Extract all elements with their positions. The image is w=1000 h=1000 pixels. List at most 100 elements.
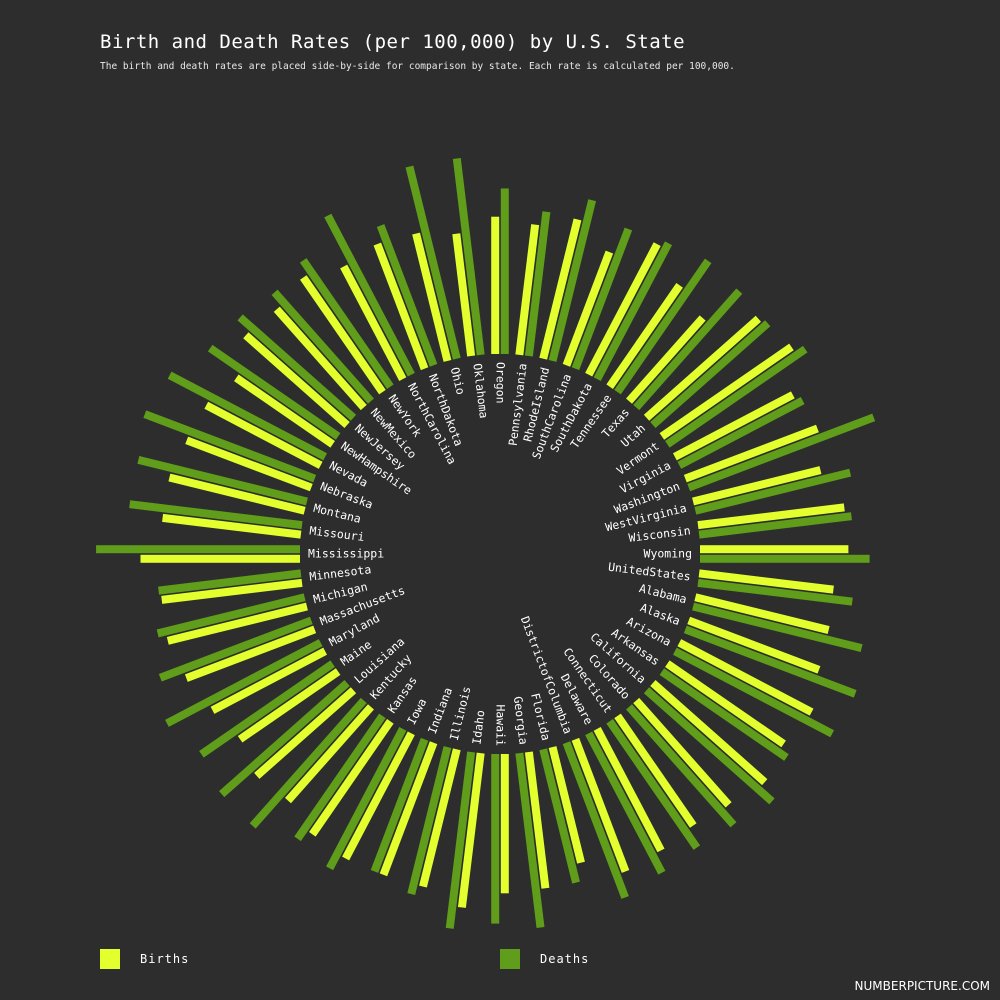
bar-deaths-north-carolina [324,213,415,377]
legend-births-label: Births [140,952,190,966]
bar-births-united-states [698,569,834,594]
bar-births-massachusetts [184,625,317,682]
state-label-missouri: Missouri [309,523,366,544]
bar-deaths-montana [137,456,308,506]
bar-births-new-mexico [273,306,367,411]
credit-link[interactable]: NUMBERPICTURE.COM [854,979,990,993]
bar-births-kansas [309,719,394,837]
bar-deaths-south-dakota [593,241,673,381]
bar-births-west-virginia [692,466,822,506]
bar-births-texas [626,315,706,404]
bar-deaths-mississippi [96,545,300,554]
bar-births-missouri [162,513,302,539]
state-label-united-states: UnitedStates [607,560,691,584]
bar-births-montana [168,473,306,515]
bar-births-california [650,680,768,786]
bar-deaths-california [643,687,775,805]
bar-births-arizona [677,639,814,716]
bar-births-new-hampshire [234,374,335,448]
bar-deaths-illinois [407,746,452,896]
bar-deaths-missouri [129,500,303,530]
bar-deaths-massachusetts [158,616,313,682]
bar-births-florida [548,746,585,864]
bar-deaths-arkansas [659,668,789,761]
bar-deaths-minnesota [158,569,302,595]
bar-births-north-dakota [373,242,429,371]
bar-deaths-wyoming [700,554,870,563]
state-labels-group: WyomingUnitedStatesAlabamaAlaskaArizonaA… [308,362,692,746]
bar-births-michigan [166,602,308,645]
bar-births-hawaii [500,754,509,894]
bar-births-indiana [379,741,438,877]
bar-deaths-north-dakota [376,224,438,367]
legend-deaths-swatch [500,949,520,969]
bar-deaths-new-jersey [237,314,357,421]
bar-deaths-district-of-columbia [562,741,629,899]
bar-births-minnesota [161,578,303,604]
bar-births-alabama [694,593,830,634]
bar-births-wyoming [700,545,849,554]
bar-deaths-texas [633,288,743,411]
bar-deaths-west-virginia [694,468,852,515]
bar-births-south-carolina [562,250,614,367]
bar-births-louisiana [254,687,357,779]
bar-births-virginia [673,391,795,461]
bar-births-washington [683,424,819,483]
state-label-iowa: Iowa [404,696,429,727]
bar-deaths-colorado [626,704,737,828]
state-label-oregon: Oregon [494,362,508,404]
bar-deaths-nevada [167,371,327,461]
bar-deaths-delaware [585,731,666,875]
chart-title: Birth and Death Rates (per 100,000) by U… [100,31,686,53]
bar-births-north-carolina [340,264,407,381]
bar-deaths-iowa [326,727,407,871]
bar-deaths-ohio [405,165,461,360]
bar-births-georgia [524,751,550,889]
bar-deaths-georgia [515,752,545,928]
state-label-mississippi: Mississippi [308,547,384,561]
chart-subtitle: The birth and death rates are placed sid… [100,61,735,72]
bar-deaths-vermont [665,345,808,448]
bar-deaths-alabama [692,602,863,652]
bar-births-mississippi [140,554,300,563]
bar-births-illinois [419,748,461,888]
state-label-georgia: Georgia [511,696,531,746]
bar-deaths-wisconsin [698,512,852,539]
bar-deaths-michigan [156,593,306,638]
state-label-idaho: Idaho [469,709,487,745]
bar-deaths-kentucky [249,697,367,829]
bar-deaths-louisiana [219,680,350,798]
legend-births: Births [100,949,189,969]
bar-births-new-york [300,275,386,395]
bar-deaths-tennessee [614,258,712,395]
bar-births-nevada [204,401,323,469]
state-label-oklahoma: Oklahoma [470,362,491,419]
bar-deaths-new-york [299,258,394,389]
bar-deaths-connecticut [606,719,701,850]
state-label-hawaii: Hawaii [494,704,508,746]
bar-births-nebraska [185,436,313,492]
bar-births-arkansas [665,660,786,748]
bar-deaths-pennsylvania [524,211,551,357]
bar-deaths-utah [650,320,771,428]
bar-births-kentucky [284,704,374,804]
bar-deaths-alaska [683,625,857,698]
bar-births-connecticut [614,713,697,828]
bar-births-oklahoma [452,233,476,357]
bar-births-tennessee [606,283,683,389]
bar-deaths-hawaii [491,754,500,924]
bar-deaths-nebraska [143,410,317,483]
bar-deaths-new-hampshire [207,344,341,440]
legend-deaths: Deaths [500,949,589,969]
bar-deaths-washington [687,413,876,492]
bar-births-utah [643,315,762,421]
bar-births-oregon [491,216,500,354]
bar-deaths-indiana [370,737,429,873]
bar-deaths-maryland [165,639,323,727]
bar-deaths-idaho [445,751,476,929]
bar-deaths-oregon [500,188,509,354]
bar-births-maine [237,668,341,743]
bar-deaths-virginia [677,397,805,469]
state-label-ohio: Ohio [448,366,468,396]
